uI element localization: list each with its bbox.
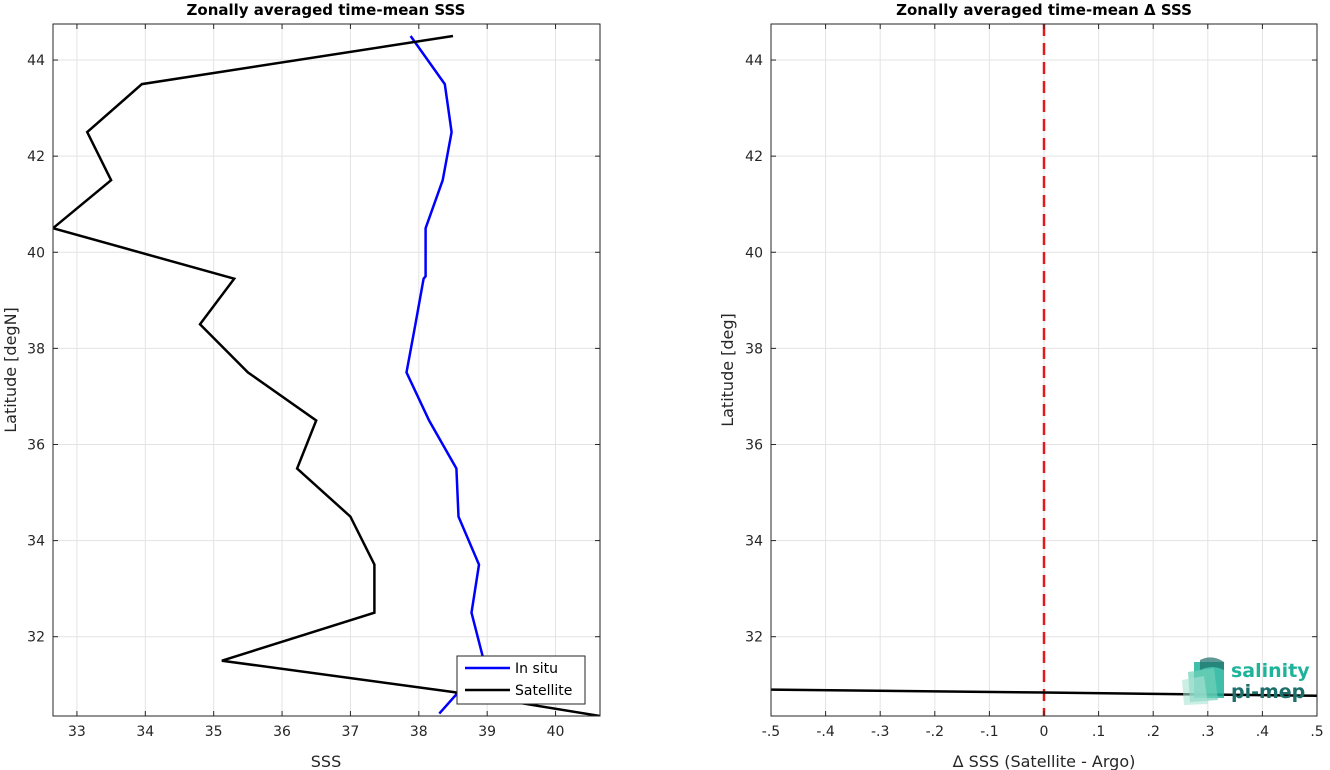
- sss-ytick-label: 32: [27, 630, 45, 646]
- sss-xtick-label: 39: [478, 724, 496, 740]
- sss-series-line-in-situ: [405, 35, 486, 715]
- sss-xtick-label: 36: [273, 724, 291, 740]
- delta-xtick-label: -.5: [762, 724, 780, 740]
- delta-ytick-label: 40: [745, 245, 763, 261]
- delta-ytick-label: 36: [745, 437, 763, 453]
- logo-line2: pi-mep: [1231, 681, 1305, 703]
- sss-ytick-label: 40: [27, 245, 45, 261]
- delta-ytick-label: 44: [745, 53, 763, 69]
- delta-xtick-label: -.4: [816, 724, 835, 740]
- delta-series-line-delta: [771, 688, 1317, 698]
- delta-xtick-label: -.3: [871, 724, 889, 740]
- delta-ytick-label: 34: [745, 534, 763, 550]
- delta-series: [771, 24, 1317, 716]
- sss-ytick-label: 36: [27, 437, 45, 453]
- delta-xtick-label: .4: [1256, 724, 1269, 740]
- sss-ytick-label: 38: [27, 341, 45, 357]
- delta-xtick-label: 0: [1040, 724, 1049, 740]
- sss-ytick-label: 44: [27, 53, 45, 69]
- salinity-pi-mep-logo: salinity pi-mep: [1182, 657, 1310, 705]
- delta-x-axis-label: Δ SSS (Satellite - Argo): [953, 752, 1136, 770]
- delta-y-axis-label: Latitude [deg]: [718, 313, 737, 427]
- sss-axes-frame: [52, 23, 601, 717]
- sss-x-axis-label: SSS: [311, 752, 341, 770]
- sss-grid: [53, 24, 600, 716]
- delta-ytick-label: 42: [745, 149, 763, 165]
- sss-legend: In situ Satellite: [456, 655, 586, 705]
- sss-xtick-label: 34: [136, 724, 154, 740]
- sss-ytick-label: 34: [27, 534, 45, 550]
- sss-series-line-satellite: [53, 34, 600, 716]
- sss-chart-title: Zonally averaged time-mean SSS: [187, 1, 466, 19]
- sss-ticks: 33 34 35 36 37 38 39 40 32 34 36 38 40 42 44: [27, 24, 600, 740]
- delta-ytick-label: 32: [745, 630, 763, 646]
- sss-xtick-label: 37: [342, 724, 360, 740]
- sss-series: [53, 34, 600, 716]
- sss-xtick-label: 40: [547, 724, 565, 740]
- logo-line1: salinity: [1231, 660, 1310, 682]
- sss-xtick-label: 35: [205, 724, 223, 740]
- sss-y-axis-label: Latitude [degN]: [1, 307, 20, 433]
- delta-xtick-label: -.1: [980, 724, 998, 740]
- sss-profile-chart: 33 34 35 36 37 38 39 40 32 34 36 38 40 42 44 Zonally a…: [1, 1, 601, 770]
- logo-wave-icon: [1182, 657, 1224, 705]
- sss-xtick-label: 33: [68, 724, 86, 740]
- sss-ytick-label: 42: [27, 149, 45, 165]
- legend-in-situ-label: In situ: [515, 661, 558, 677]
- delta-xtick-label: .1: [1092, 724, 1105, 740]
- legend-box: [456, 655, 586, 705]
- delta-ticks: -.5 -.4 -.3 -.2 -.1 0 .1 .2 .3 .4 .5 32 34 36 38 40 42 44: [745, 24, 1324, 740]
- legend-satellite-label: Satellite: [515, 683, 572, 699]
- delta-ytick-label: 38: [745, 341, 763, 357]
- delta-xtick-label: .3: [1201, 724, 1214, 740]
- delta-xtick-label: .5: [1310, 724, 1323, 740]
- delta-xtick-label: .2: [1147, 724, 1160, 740]
- delta-sss-chart: -.5 -.4 -.3 -.2 -.1 0 .1 .2 .3 .4 .5 32 34 36 38 40 42 44…: [718, 1, 1324, 770]
- delta-chart-title: Zonally averaged time-mean Δ SSS: [896, 1, 1192, 19]
- delta-xtick-label: -.2: [926, 724, 944, 740]
- sss-xtick-label: 38: [410, 724, 428, 740]
